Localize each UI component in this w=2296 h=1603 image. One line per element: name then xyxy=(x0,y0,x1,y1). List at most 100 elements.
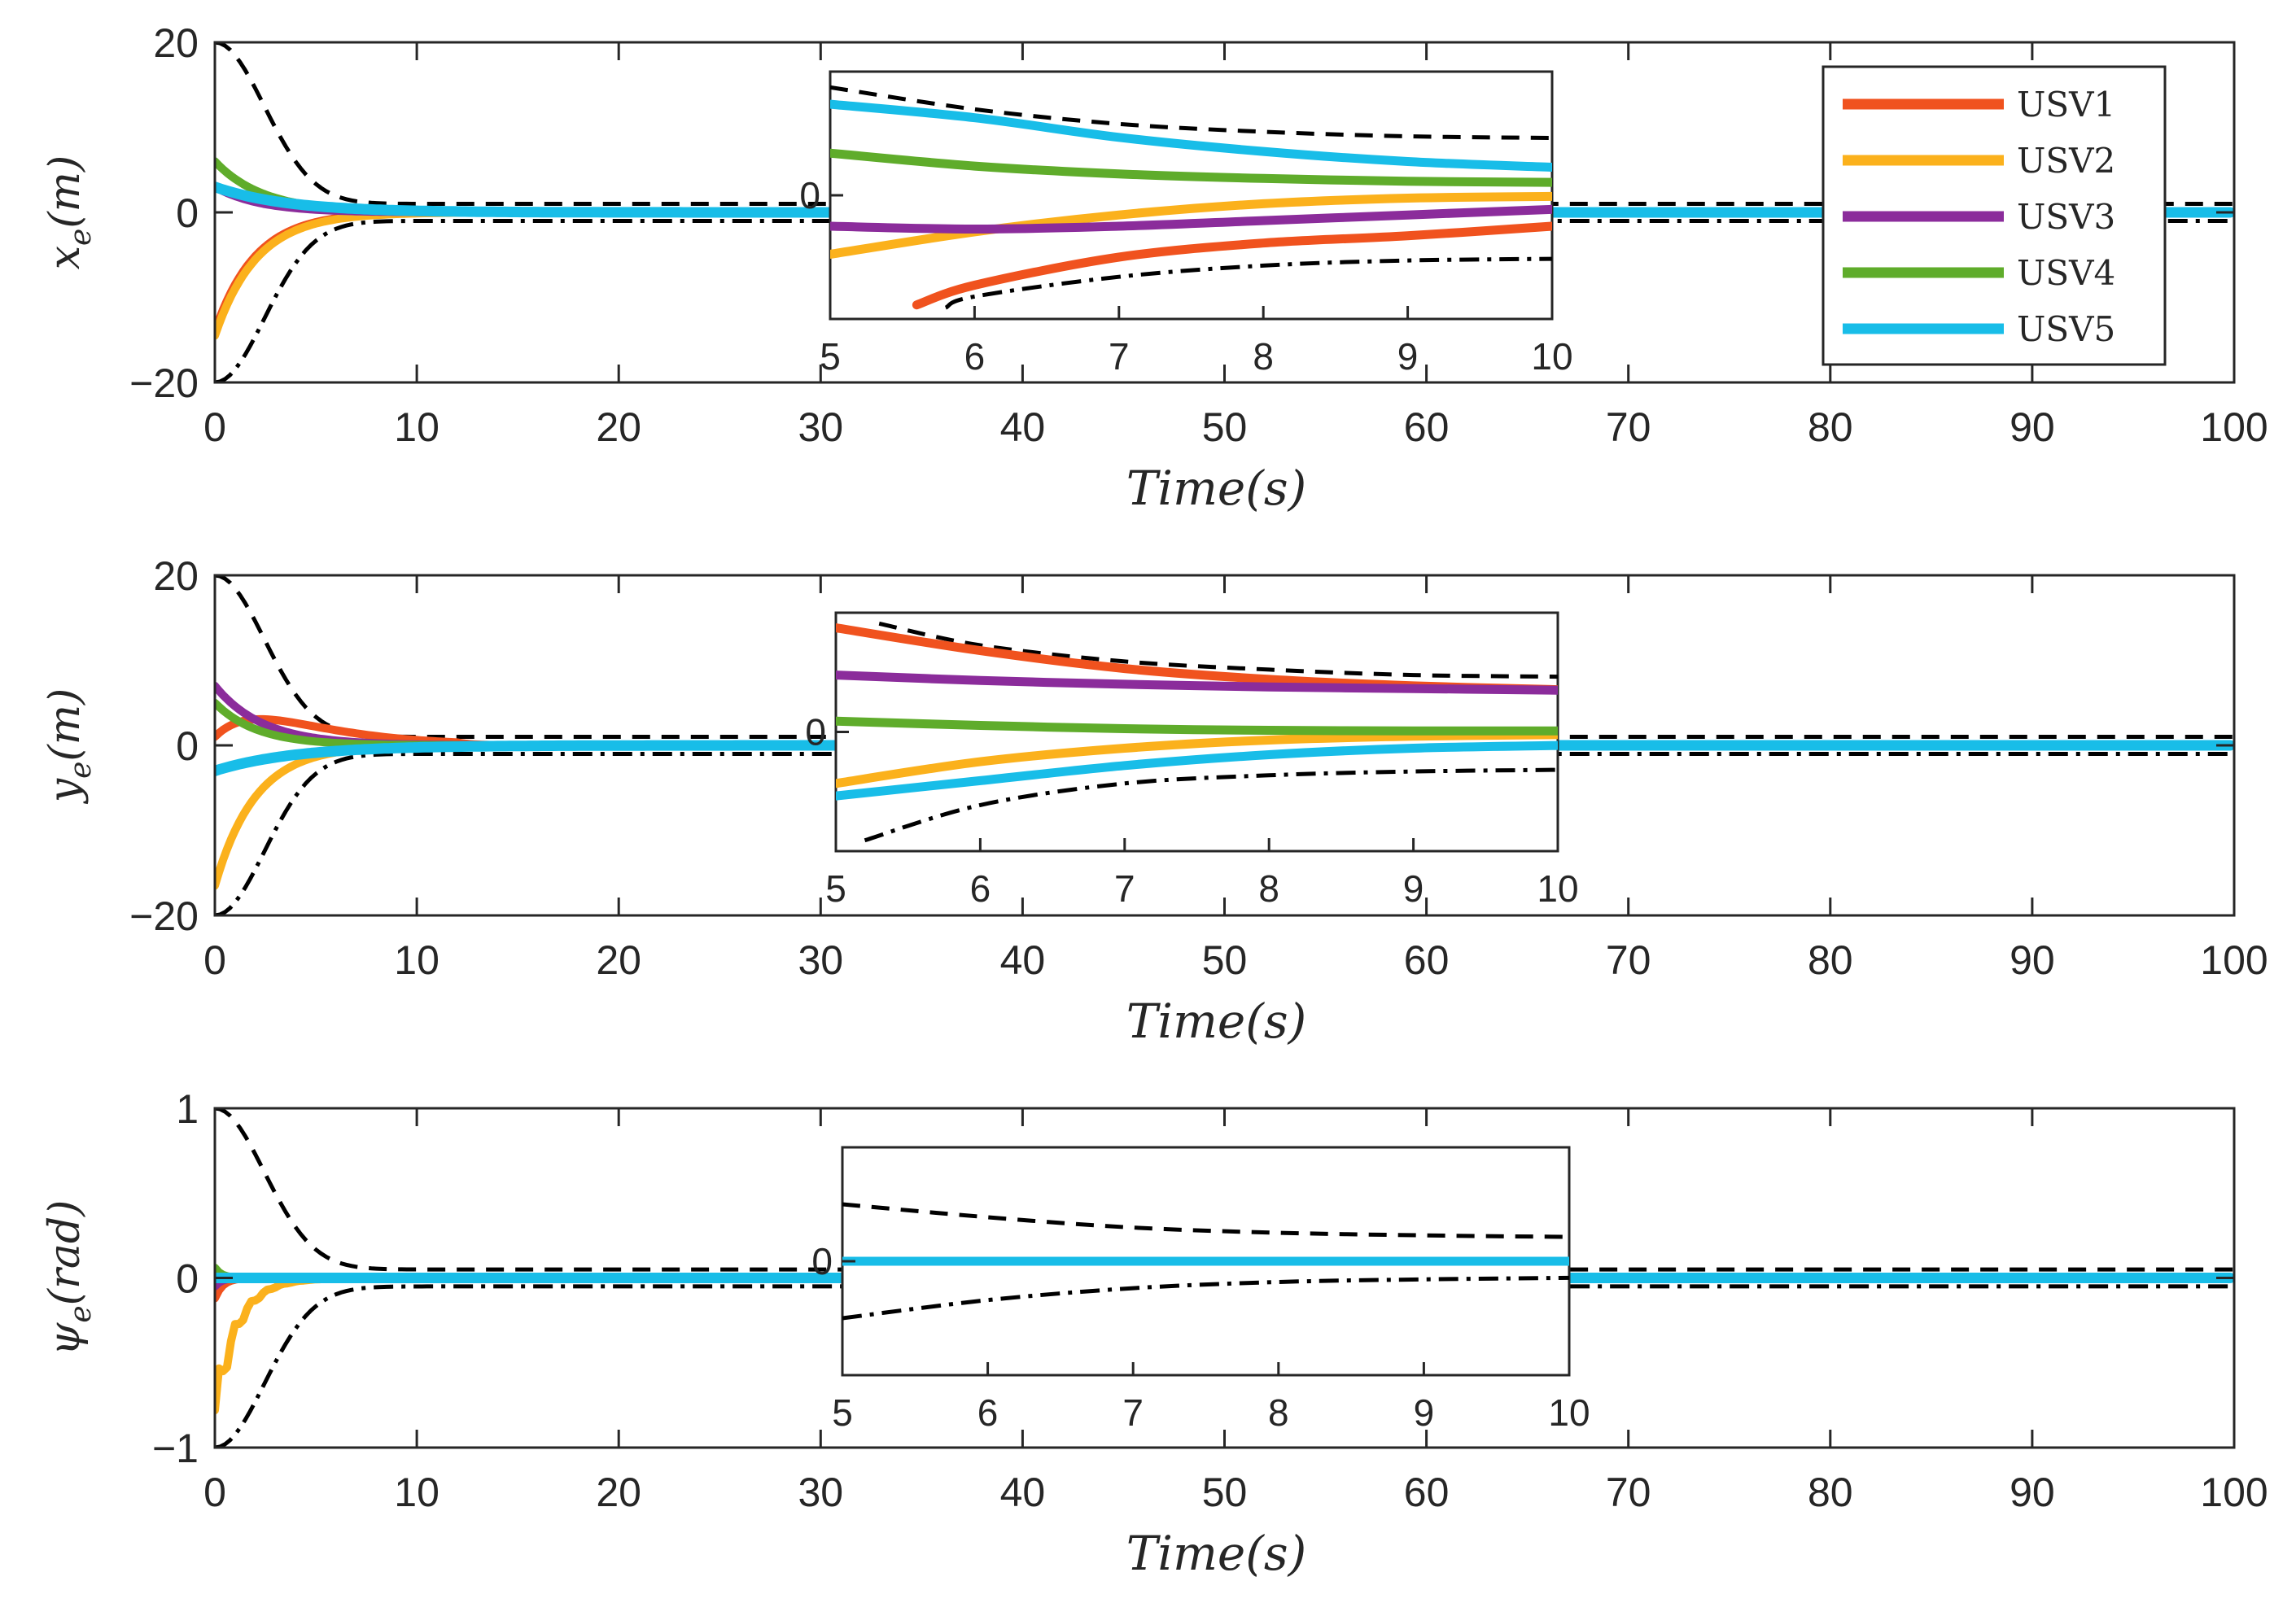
x-axis-label: Time(s) xyxy=(1126,994,1307,1049)
x-tick-label: 0 xyxy=(203,1470,226,1515)
x-tick-label: 90 xyxy=(2010,404,2055,450)
legend-item: USV4 xyxy=(1843,253,2115,293)
inset-series-usv5-line xyxy=(836,740,1558,801)
inset-x-tick-label: 9 xyxy=(1397,335,1419,378)
x-tick-label: 10 xyxy=(394,1470,440,1515)
legend-item: USV5 xyxy=(1843,309,2115,349)
x-tick-label: 90 xyxy=(2010,937,2055,983)
inset-x-tick-label: 7 xyxy=(1114,867,1135,910)
y-tick-label: 20 xyxy=(153,20,199,66)
y-tick-label: 0 xyxy=(176,1256,199,1302)
inset-series-usv4-line xyxy=(836,716,1558,736)
x-tick-label: 80 xyxy=(1808,404,1853,450)
x-tick-label: 40 xyxy=(1000,1470,1046,1515)
inset-y-tick-label: 0 xyxy=(811,1240,833,1282)
legend-label: USV2 xyxy=(2017,141,2115,181)
inset-series-usv3-line xyxy=(836,670,1558,695)
inset-x-tick-label: 6 xyxy=(970,867,991,910)
inset-bound-lower-line xyxy=(842,1275,1569,1321)
x-tick-label: 30 xyxy=(798,404,843,450)
y-axis-label-subscript: e xyxy=(64,229,98,246)
y-axis-label: ye(m) xyxy=(41,688,98,805)
x-tick-label: 90 xyxy=(2010,1470,2055,1515)
y-tick-label: 20 xyxy=(153,553,199,599)
y-axis-label-unit: (rad) xyxy=(41,1200,90,1306)
legend-item: USV3 xyxy=(1843,197,2115,237)
inset-x-tick-label: 8 xyxy=(1253,335,1274,378)
legend-item: USV1 xyxy=(1843,85,2115,124)
y-axis-label-subscript: e xyxy=(64,762,98,779)
inset-y: 5 6 7 8 9 10 0 xyxy=(805,611,1579,910)
legend-label: USV4 xyxy=(2017,253,2115,293)
x-tick-label: 0 xyxy=(203,937,226,983)
x-tick-label: 20 xyxy=(596,1470,641,1515)
inset-x-tick-label: 10 xyxy=(1548,1391,1590,1434)
y-tick-label: −20 xyxy=(129,360,199,406)
x-tick-label: 20 xyxy=(596,404,641,450)
x-tick-label: 70 xyxy=(1606,1470,1651,1515)
x-tick-label: 70 xyxy=(1606,404,1651,450)
y-tick-label: −1 xyxy=(152,1426,199,1471)
x-tick-label: 100 xyxy=(2200,1470,2268,1515)
y-tick-label: 0 xyxy=(176,190,199,236)
inset-x-tick-label: 10 xyxy=(1531,335,1572,378)
inset-x-tick-label: 10 xyxy=(1537,867,1578,910)
inset-series-usv2-line xyxy=(830,191,1552,259)
y-axis-label-main: y xyxy=(41,778,90,804)
x-tick-label: 80 xyxy=(1808,1470,1853,1515)
y-axis-label-main: ψ xyxy=(41,1321,90,1356)
y-axis-label-subscript: e xyxy=(64,1305,98,1322)
x-tick-label: 20 xyxy=(596,937,641,983)
inset-plot-area xyxy=(830,85,1552,310)
panel-y: 0 10 20 30 40 50 60 70 80 90 100200−20Time(s)ye(m)… xyxy=(41,553,2268,1049)
x-tick-label: 60 xyxy=(1404,404,1450,450)
x-tick-label: 10 xyxy=(394,937,440,983)
x-tick-label: 70 xyxy=(1606,937,1651,983)
x-tick-label: 100 xyxy=(2200,404,2268,450)
x-axis-label: Time(s) xyxy=(1126,1526,1307,1581)
panel-psi: 0 10 20 30 40 50 60 70 80 90 10010−1Time(s)ψe(rad)… xyxy=(41,1086,2268,1581)
y-axis-label-main: x xyxy=(41,246,90,269)
inset-series-usv2-line xyxy=(836,730,1558,788)
inset-x-tick-label: 7 xyxy=(1109,335,1130,378)
y-tick-label: 1 xyxy=(176,1086,199,1132)
x-tick-label: 30 xyxy=(798,1470,843,1515)
y-axis-label-unit: (m) xyxy=(41,688,90,762)
inset-series-usv4-line xyxy=(830,148,1552,187)
inset-x-tick-label: 5 xyxy=(825,867,846,910)
inset-x-tick-label: 8 xyxy=(1268,1391,1289,1434)
x-tick-label: 50 xyxy=(1202,404,1248,450)
y-axis-label: ψe(rad) xyxy=(41,1200,98,1356)
inset-x-tick-label: 9 xyxy=(1414,1391,1435,1434)
x-axis-label: Time(s) xyxy=(1126,461,1307,516)
y-tick-label: 0 xyxy=(176,723,199,769)
panel-x: 0 10 20 30 40 50 60 70 80 90 100200−20Time(s)xe(m)… xyxy=(41,20,2268,516)
inset-y-tick-label: 0 xyxy=(799,174,820,216)
x-tick-label: 0 xyxy=(203,404,226,450)
x-tick-label: 10 xyxy=(394,404,440,450)
x-tick-label: 40 xyxy=(1000,937,1046,983)
y-axis-label: xe(m) xyxy=(41,155,98,270)
inset-bound-lower-line xyxy=(944,256,1552,310)
x-tick-label: 50 xyxy=(1202,937,1248,983)
legend-label: USV1 xyxy=(2017,85,2115,124)
x-tick-label: 60 xyxy=(1404,1470,1450,1515)
y-tick-label: −20 xyxy=(129,893,199,939)
inset-x-tick-label: 5 xyxy=(820,335,841,378)
inset-series-usv3-line xyxy=(830,204,1552,234)
x-tick-label: 40 xyxy=(1000,404,1046,450)
inset-x-tick-label: 9 xyxy=(1403,867,1424,910)
x-tick-label: 50 xyxy=(1202,1470,1248,1515)
inset-series-usv1-line xyxy=(912,221,1552,310)
x-tick-label: 80 xyxy=(1808,937,1853,983)
legend-label: USV5 xyxy=(2017,309,2115,349)
inset-bound-lower-line xyxy=(864,767,1558,843)
inset-x-tick-label: 8 xyxy=(1258,867,1279,910)
inset-bound-upper-line xyxy=(878,621,1558,679)
legend-label: USV3 xyxy=(2017,197,2115,237)
inset-y-tick-label: 0 xyxy=(805,711,826,753)
legend-item: USV2 xyxy=(1843,141,2115,181)
inset-x-tick-label: 6 xyxy=(964,335,986,378)
x-tick-label: 30 xyxy=(798,937,843,983)
